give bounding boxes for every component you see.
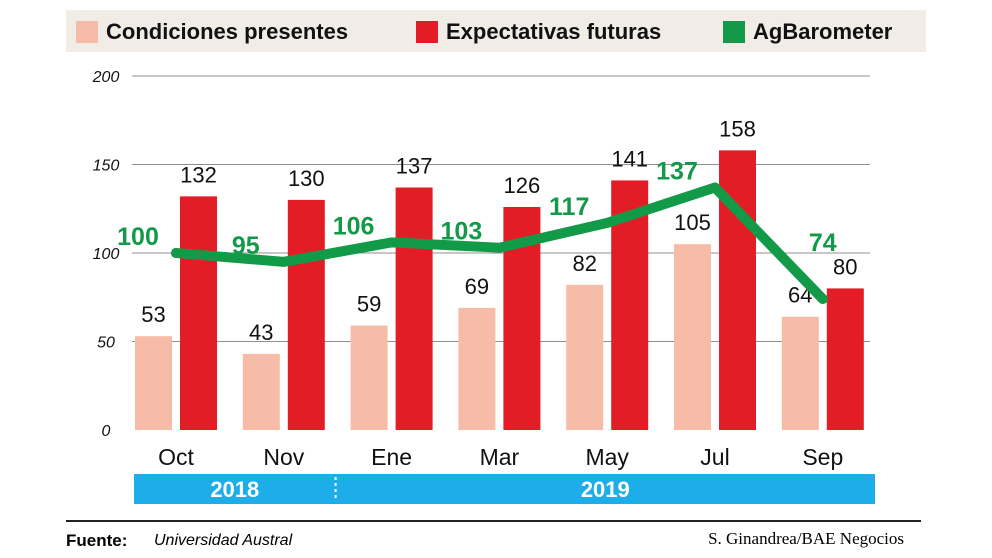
year-label: 2019 <box>581 477 630 502</box>
x-tick-label: Oct <box>158 444 194 470</box>
data-label-condiciones: 69 <box>465 274 489 299</box>
bar-condiciones <box>458 307 496 430</box>
data-label-expectativas: 80 <box>833 254 857 279</box>
source-value: Universidad Austral <box>154 532 293 549</box>
agbarometer-label: 106 <box>333 212 375 240</box>
agbarometer-point <box>602 217 613 228</box>
data-label-condiciones: 43 <box>249 320 273 345</box>
bar-expectativas <box>826 288 864 430</box>
bar-expectativas <box>395 187 433 430</box>
legend-item-agbarometer: AgBarometer <box>723 19 893 44</box>
legend: Condiciones presentes Expectativas futur… <box>66 10 926 52</box>
agbarometer-point <box>278 256 289 267</box>
x-tick-label: May <box>585 444 629 470</box>
agbarometer-label: 103 <box>441 218 483 246</box>
legend-item-expectativas: Expectativas futuras <box>416 19 662 44</box>
bar-expectativas <box>287 199 325 430</box>
agbarometer-point <box>710 182 720 193</box>
agbarometer-point <box>386 237 397 248</box>
y-tick-label: 0 <box>102 423 111 440</box>
bar-condiciones <box>566 284 604 430</box>
agbarometer-label: 137 <box>656 158 698 186</box>
data-label-expectativas: 137 <box>396 154 433 179</box>
bar-expectativas <box>180 196 217 430</box>
agbarometer-point <box>817 294 828 305</box>
bar-condiciones <box>674 244 711 430</box>
data-label-condiciones: 105 <box>674 210 711 235</box>
bar-condiciones <box>350 325 388 430</box>
x-tick-label: Jul <box>700 444 729 470</box>
x-tick-label: Ene <box>371 444 412 470</box>
credit: S. Ginandrea/BAE Negocios <box>708 529 904 548</box>
legend-swatch-expectativas <box>416 21 438 43</box>
y-tick-label: 150 <box>93 158 120 175</box>
agbarometer-label: 74 <box>809 229 837 257</box>
data-label-expectativas: 141 <box>611 146 648 171</box>
agbarometer-point <box>494 242 505 253</box>
agbarometer-label: 100 <box>117 223 159 251</box>
legend-item-condiciones: Condiciones presentes <box>76 19 349 44</box>
agbarometer-label: 95 <box>232 232 260 260</box>
data-label-expectativas: 126 <box>504 173 541 198</box>
agbarometer-point <box>171 248 181 258</box>
y-tick-label: 100 <box>93 246 120 263</box>
data-label-expectativas: 130 <box>288 166 325 191</box>
x-tick-label: Sep <box>802 444 843 470</box>
year-label: 2018 <box>210 477 259 502</box>
y-tick-label: 200 <box>92 69 120 86</box>
year-band <box>134 474 875 504</box>
data-label-expectativas: 132 <box>180 162 217 187</box>
footer-divider <box>66 520 921 522</box>
legend-label-agbarometer: AgBarometer <box>753 19 893 44</box>
y-tick-label: 50 <box>97 335 115 352</box>
data-label-condiciones: 59 <box>357 292 381 317</box>
data-label-condiciones: 53 <box>141 302 165 327</box>
legend-swatch-agbarometer <box>723 21 745 43</box>
x-tick-label: Mar <box>480 444 520 470</box>
agbarometer-label: 117 <box>549 193 589 221</box>
bar-condiciones <box>781 316 819 430</box>
source-label: Fuente: <box>66 531 128 550</box>
legend-label-condiciones: Condiciones presentes <box>106 19 349 44</box>
legend-label-expectativas: Expectativas futuras <box>446 19 662 44</box>
data-label-expectativas: 158 <box>719 116 756 141</box>
bar-condiciones <box>242 353 280 430</box>
legend-swatch-condiciones <box>76 21 98 43</box>
bar-condiciones <box>135 336 172 430</box>
data-label-condiciones: 82 <box>572 251 596 276</box>
x-tick-label: Nov <box>263 444 304 470</box>
